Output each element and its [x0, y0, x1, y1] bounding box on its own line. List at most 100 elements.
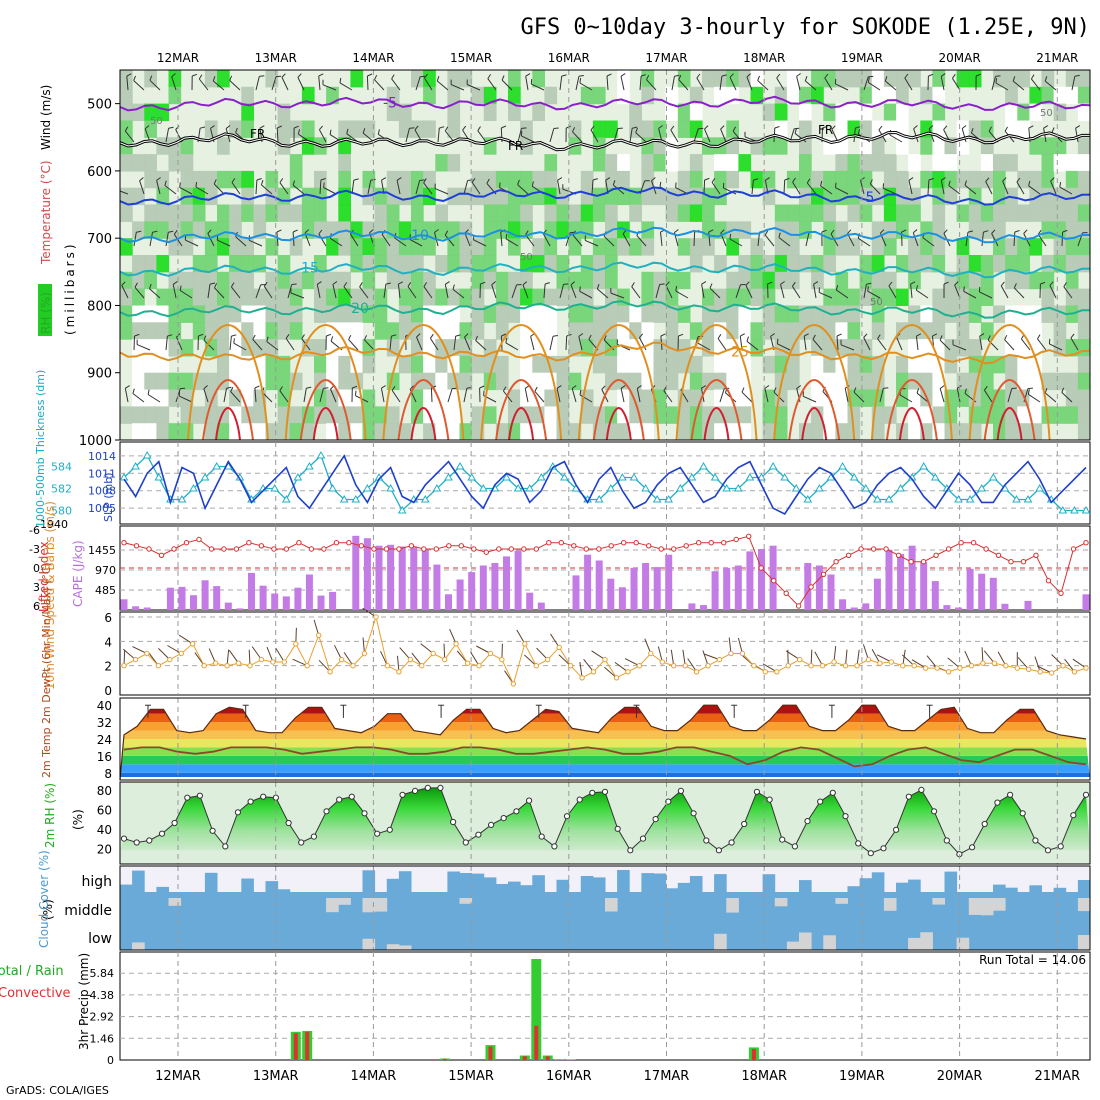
- rh2m-line-marker: [158, 830, 166, 837]
- rh-cell: [459, 187, 473, 206]
- rh-cell: [1053, 204, 1067, 222]
- wind-barb: [350, 233, 359, 247]
- wind-speed-line-marker: [705, 663, 711, 669]
- wind-barb-flag: [198, 333, 204, 337]
- rh-cell: [738, 389, 752, 407]
- rh2m-line-marker: [538, 833, 545, 840]
- wind-barb: [120, 190, 129, 195]
- wind-barb-flag: [1049, 281, 1054, 286]
- rh-cell: [277, 255, 291, 273]
- rh-cell: [483, 355, 497, 374]
- rh-cell: [968, 221, 982, 239]
- wind-barb: [230, 391, 241, 403]
- rh-cell: [689, 187, 703, 206]
- wind-barb-flag: [256, 178, 262, 181]
- wind-barb-flag: [1004, 334, 1008, 340]
- rh-cell: [423, 271, 436, 290]
- hottest-contour: [410, 406, 437, 440]
- lifted-index-line-marker: [583, 546, 589, 552]
- wind-barb-flag: [741, 387, 745, 393]
- rh-cell: [1077, 86, 1090, 105]
- lifted-index-line-marker: [558, 540, 564, 546]
- hot-contour: [202, 378, 254, 440]
- rh-cell: [762, 103, 776, 121]
- rh-cell: [168, 423, 182, 440]
- top-date-label: 18MAR: [743, 51, 785, 65]
- wind-barb: [276, 127, 279, 143]
- rh-cell: [932, 238, 946, 256]
- thickness-axis-label: 1000-500mb Thickness (dm): [34, 370, 47, 528]
- rh-cell: [944, 288, 958, 306]
- rh-cell: [447, 154, 461, 172]
- wind-barb: [505, 342, 519, 351]
- lifted-index-line-marker: [895, 552, 902, 558]
- rh-cell: [301, 86, 315, 105]
- wind-barb-flag: [297, 129, 300, 135]
- low-cloud-gap: [908, 937, 921, 951]
- rh-cell: [750, 70, 764, 88]
- rh2m-line-marker: [298, 839, 305, 846]
- rh-cell: [241, 372, 254, 391]
- rh-cell: [847, 406, 861, 424]
- rh-cell: [1077, 305, 1090, 323]
- rh-cell: [1041, 221, 1055, 239]
- cape-bar: [236, 608, 244, 610]
- rh-cell: [277, 322, 291, 340]
- wind-speed-line-marker: [384, 663, 391, 669]
- wind-barb-flag: [1062, 229, 1068, 233]
- rh-cell: [338, 372, 351, 391]
- wind-barb: [764, 234, 775, 247]
- wind-barb: [559, 284, 564, 299]
- rh-cell: [314, 389, 327, 407]
- rh-cell: [605, 154, 618, 172]
- hot-contour: [788, 378, 841, 440]
- rh-cell: [544, 322, 558, 340]
- rh-cell: [495, 305, 509, 323]
- top-date-labels: 12MAR 13MAR 14MAR 15MAR 16MAR 17MAR 18MAR 19MAR…: [157, 51, 1078, 65]
- rh-legend-swatch: [38, 284, 52, 336]
- high-cloud-bar: [580, 876, 594, 892]
- temp-tick-label: 8: [104, 767, 112, 781]
- mid-cloud-gap: [932, 898, 945, 905]
- mid-cloud-gap: [605, 898, 618, 912]
- rh-cell: [726, 288, 739, 306]
- wind-barb-flag: [125, 385, 130, 389]
- wind-barb-flag: [359, 282, 363, 288]
- hot-contour: [397, 378, 450, 440]
- rh-cell: [568, 221, 582, 239]
- rh2m-line-marker: [323, 808, 330, 815]
- wind-barb: [1061, 231, 1064, 247]
- temp-band: [120, 730, 1090, 739]
- rh-cell: [653, 154, 667, 172]
- high-cloud-bar: [762, 874, 776, 892]
- lifted-index-line-marker: [196, 536, 202, 543]
- wind-barb: [940, 180, 945, 195]
- rh-cell: [532, 372, 545, 391]
- wind-speed-line-marker: [373, 614, 379, 620]
- rh-cell: [968, 255, 982, 273]
- temp-band: [120, 713, 1090, 723]
- precip-tick-label: 0: [107, 1054, 114, 1067]
- wind-barb: [203, 388, 209, 403]
- wind-barb-flag: [578, 75, 584, 77]
- wind-speed-line-marker: [1048, 670, 1055, 676]
- rh2m-line-marker: [336, 796, 343, 803]
- rh-cell: [835, 170, 849, 189]
- wind-barb-flag: [746, 73, 751, 78]
- rh-cell: [811, 355, 824, 374]
- wind-speed-line-marker: [1071, 669, 1078, 675]
- lifted-index-line-marker: [258, 543, 265, 549]
- rh-cell: [774, 103, 788, 121]
- high-cloud-bar: [277, 889, 291, 892]
- cape-bar: [421, 549, 429, 610]
- wind-speed-line-marker: [567, 663, 574, 669]
- rh-cell: [859, 389, 873, 407]
- rh-cell: [229, 204, 242, 222]
- wind-barb: [889, 134, 903, 143]
- wind-barb-flag: [620, 385, 626, 389]
- rh-cell: [956, 204, 970, 222]
- wind-speed-line-marker: [693, 669, 700, 675]
- wind-barb: [281, 77, 289, 91]
- wind-barb-flag: [367, 73, 373, 77]
- rh-cell: [447, 70, 461, 88]
